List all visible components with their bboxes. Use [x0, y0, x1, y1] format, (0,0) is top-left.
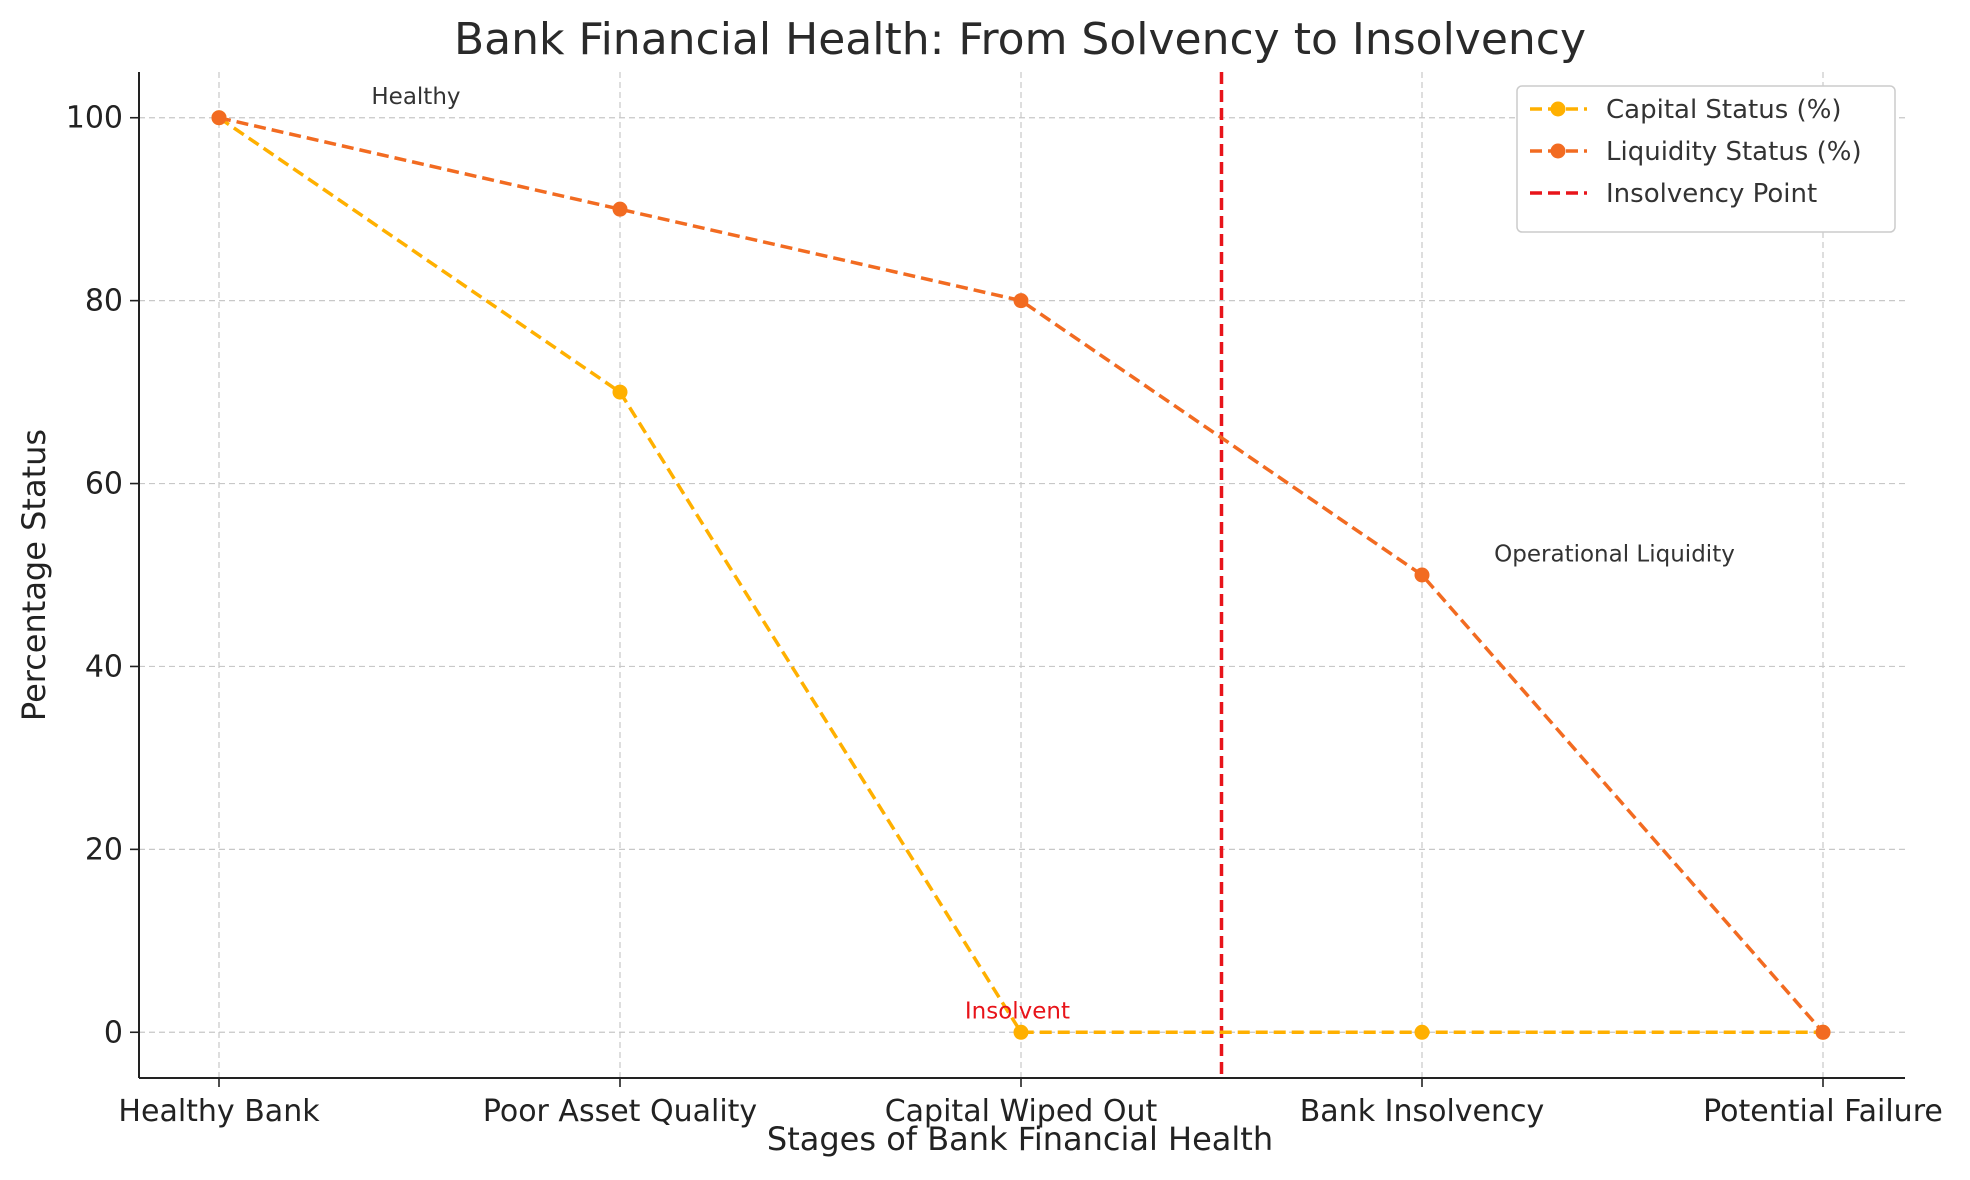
y-tick-label: 20 [85, 832, 123, 867]
legend-marker [1550, 143, 1566, 159]
x-tick-label: Bank Insolvency [1300, 1094, 1545, 1129]
data-point [1013, 293, 1029, 309]
annotation-label: Healthy [371, 84, 460, 110]
legend: Capital Status (%) Liquidity Status (%) In… [1516, 85, 1896, 233]
y-tick-label: 60 [85, 467, 123, 502]
y-tick-label: 40 [85, 649, 123, 684]
legend-label: Insolvency Point [1606, 179, 1817, 209]
legend-label: Liquidity Status (%) [1606, 137, 1862, 167]
data-point [211, 110, 227, 126]
series-layer [211, 72, 1831, 1078]
series-line-1 [218, 116, 1825, 1034]
x-tick-label: Poor Asset Quality [483, 1094, 757, 1129]
legend-label: Capital Status (%) [1606, 95, 1842, 125]
data-point [1013, 1024, 1029, 1040]
annotations: Healthy Insolvent Operational Liquidity [371, 84, 1734, 1025]
axes: 0 20 40 60 80 100 Healthy Bank Poor Asset Quali… [66, 72, 1943, 1129]
y-tick-label: 0 [104, 1015, 123, 1050]
x-tick-label: Capital Wiped Out [885, 1094, 1158, 1129]
data-point [1414, 567, 1430, 583]
data-point [612, 201, 628, 217]
y-tick-label: 100 [66, 101, 123, 136]
x-tick-label: Potential Failure [1703, 1094, 1943, 1129]
legend-box [1516, 85, 1896, 233]
data-point [1815, 1024, 1831, 1040]
annotation-label: Operational Liquidity [1494, 541, 1735, 567]
annotation-label: Insolvent [965, 999, 1070, 1025]
legend-marker [1550, 101, 1566, 117]
chart-title: Bank Financial Health: From Solvency to … [454, 14, 1586, 65]
data-point [612, 384, 628, 400]
x-tick-label: Healthy Bank [118, 1094, 320, 1129]
y-tick-label: 80 [85, 284, 123, 319]
y-axis-title: Percentage Status [15, 429, 53, 721]
series-line-0 [218, 116, 1823, 1035]
x-axis-title: Stages of Bank Financial Health [767, 1120, 1273, 1158]
data-point [1414, 1024, 1430, 1040]
